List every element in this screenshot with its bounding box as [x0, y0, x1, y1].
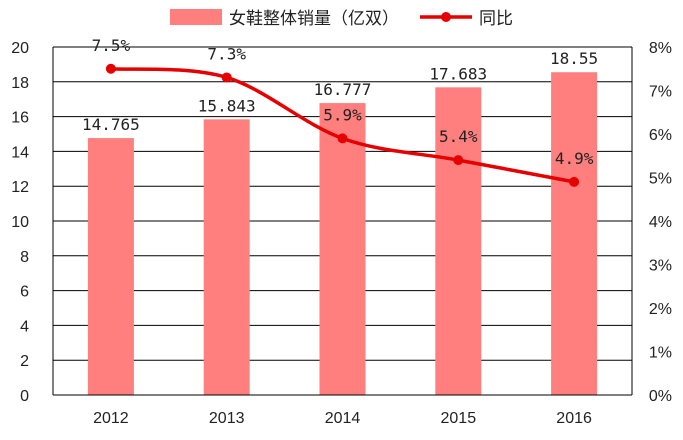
bar-value-label: 17.683 [429, 64, 487, 83]
x-tick-label: 2014 [325, 410, 361, 427]
y-left-tick-label: 4 [20, 318, 29, 335]
y-right-tick-label: 1% [649, 345, 672, 362]
y-right-tick-label: 4% [649, 214, 672, 231]
bar-value-label: 14.765 [82, 115, 140, 134]
y-left-tick-label: 18 [11, 75, 29, 92]
bar-value-label: 16.777 [314, 80, 372, 99]
line-value-label: 5.9% [323, 105, 362, 124]
bar-series [87, 72, 598, 396]
line-point [337, 133, 348, 144]
y-right-tick-label: 0% [649, 388, 672, 405]
y-left-tick-label: 2 [20, 353, 29, 370]
y-right-tick-label: 3% [649, 258, 672, 275]
y-left-tick-label: 20 [11, 40, 29, 57]
line-point [105, 63, 116, 74]
axes: 0 2 4 6 8 10 12 14 16 18 20 0% 1% 2% 3% 4% 5% 6% 7% 8% 2012 2… [11, 40, 672, 427]
x-tick-label: 2015 [441, 410, 477, 427]
legend-label-line: 同比 [479, 9, 513, 29]
legend-marker-line [441, 12, 451, 22]
bar-value-label: 18.55 [550, 49, 598, 68]
y-left-tick-label: 6 [20, 284, 29, 301]
y-right-tick-label: 5% [649, 171, 672, 188]
bar [551, 72, 598, 395]
legend: 女鞋整体销量（亿双） 同比 [170, 9, 513, 29]
x-tick-label: 2012 [93, 410, 129, 427]
bar-value-label: 15.843 [198, 96, 256, 115]
y-left-tick-label: 12 [11, 179, 29, 196]
bar [203, 119, 250, 396]
bar [87, 138, 134, 396]
line-point [569, 176, 580, 187]
bar [435, 87, 482, 396]
line-value-label: 7.5% [92, 36, 131, 55]
y-left-tick-label: 8 [20, 249, 29, 266]
data-labels: 14.765 15.843 16.777 17.683 18.55 7.5% 7.3% 5.9… [82, 36, 598, 168]
line-value-label: 5.4% [439, 127, 478, 146]
x-tick-label: 2013 [209, 410, 245, 427]
x-tick-label: 2016 [556, 410, 592, 427]
y-right-tick-label: 8% [649, 40, 672, 57]
y-left-tick-label: 10 [11, 214, 29, 231]
legend-label-bar: 女鞋整体销量（亿双） [229, 9, 399, 29]
y-right-tick-label: 7% [649, 84, 672, 101]
bar [319, 103, 366, 395]
line-value-label: 4.9% [555, 149, 594, 168]
line-point [221, 72, 232, 83]
y-right-tick-label: 6% [649, 127, 672, 144]
y-left-tick-label: 14 [11, 144, 29, 161]
line-series [105, 63, 580, 187]
y-left-tick-label: 16 [11, 110, 29, 127]
y-right-tick-label: 2% [649, 301, 672, 318]
line-point [453, 155, 464, 166]
legend-swatch-bar [170, 9, 222, 25]
line-value-label: 7.3% [207, 44, 246, 63]
y-left-tick-label: 0 [20, 388, 29, 405]
